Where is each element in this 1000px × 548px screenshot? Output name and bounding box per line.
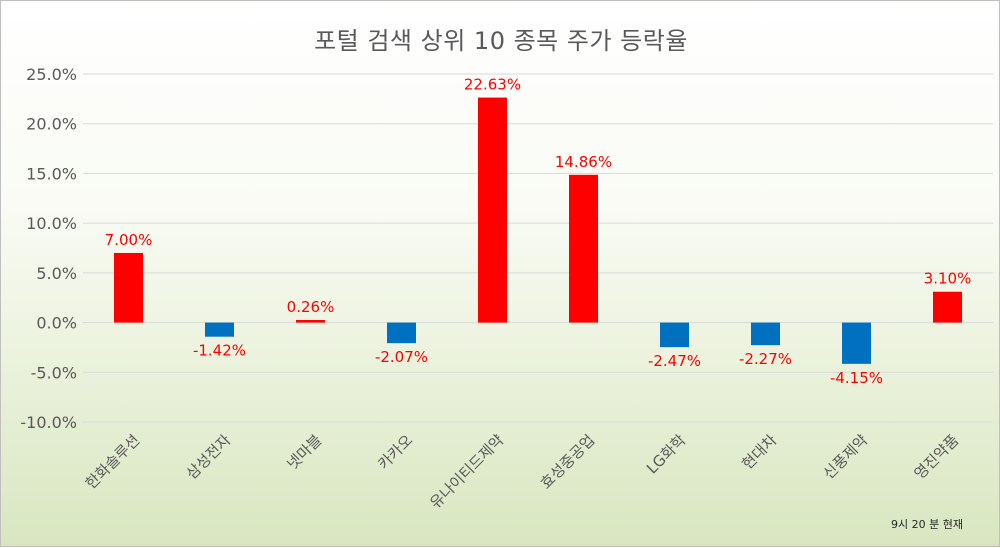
bar <box>296 319 325 323</box>
category-label: 삼성전자 <box>183 431 235 483</box>
data-label: -2.07% <box>375 348 428 366</box>
data-label: 22.63% <box>464 76 521 94</box>
category-label: 한화솔루션 <box>82 431 144 493</box>
data-label: -4.15% <box>830 369 883 387</box>
data-label: -2.27% <box>739 350 792 368</box>
y-tick-label: 5.0% <box>36 264 77 283</box>
category-label: LG화학 <box>643 431 690 478</box>
category-label: 넷마블 <box>283 431 325 473</box>
category-label: 카카오 <box>374 431 416 473</box>
y-tick-label: 0.0% <box>36 314 77 333</box>
footnote-timestamp: 9시 20 분 현재 <box>891 518 963 531</box>
bar <box>205 322 234 337</box>
y-tick-label: 15.0% <box>26 164 77 183</box>
bar <box>842 322 871 364</box>
y-tick-label: 25.0% <box>26 65 77 84</box>
category-label: 현대차 <box>738 431 780 473</box>
data-label: 7.00% <box>105 231 153 249</box>
bar <box>114 252 143 323</box>
bar <box>478 97 507 323</box>
data-label: 0.26% <box>287 298 335 316</box>
data-label: 3.10% <box>924 270 972 288</box>
category-label: 유나이티드제약 <box>426 431 507 512</box>
data-label: 14.86% <box>555 153 612 171</box>
bar <box>660 322 689 348</box>
bar <box>751 322 780 346</box>
y-tick-label: 10.0% <box>26 214 77 233</box>
bar <box>387 322 416 344</box>
y-tick-label: 20.0% <box>26 115 77 134</box>
data-label: -2.47% <box>648 352 701 370</box>
y-tick-label: -10.0% <box>20 413 77 432</box>
category-label: 효성중공업 <box>537 431 599 493</box>
chart-title: 포털 검색 상위 10 종목 주가 등락율 <box>314 27 688 55</box>
category-label: 신풍제약 <box>820 431 872 483</box>
bar <box>569 174 598 323</box>
category-label: 영진약품 <box>911 431 963 483</box>
data-label: -1.42% <box>193 342 246 360</box>
y-tick-label: -5.0% <box>31 363 77 382</box>
bar <box>933 291 962 323</box>
